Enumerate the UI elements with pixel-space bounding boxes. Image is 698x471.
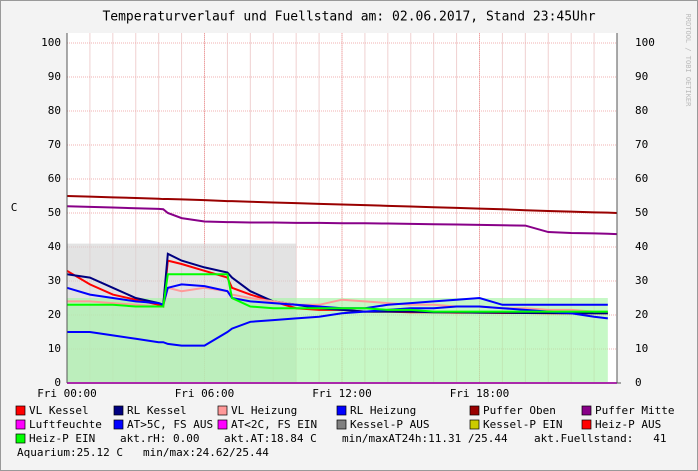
legend-label: Heiz-P AUS: [595, 418, 661, 431]
y-tick-label-right: 20: [635, 308, 648, 321]
y-tick-label: 90: [48, 70, 61, 83]
y-tick-label-right: 80: [635, 104, 648, 117]
y-tick-label: 100: [41, 36, 61, 49]
series-line: [67, 305, 608, 347]
legend-label: VL Kessel: [29, 404, 89, 417]
y-tick-label: 30: [48, 274, 61, 287]
legend-swatch: [15, 405, 26, 416]
legend-swatch: [15, 419, 26, 430]
y-tick-label-right: 40: [635, 240, 648, 253]
legend-swatch: [336, 405, 347, 416]
x-tick-label: Fri 00:00: [37, 387, 97, 400]
legend-note: min/maxAT24h:11.31 /25.44: [342, 432, 508, 445]
legend-swatch: [581, 419, 592, 430]
y-tick-label-right: 10: [635, 342, 648, 355]
legend-note: min/max:24.62/25.44: [143, 446, 269, 459]
series-line: [66, 283, 608, 310]
y-tick-label: 10: [48, 342, 61, 355]
y-tick-label: 70: [48, 138, 61, 151]
y-tick-label: 0: [54, 376, 61, 389]
y-tick-label-right: 90: [635, 70, 648, 83]
legend-swatch: [581, 405, 592, 416]
legend-swatch: [469, 419, 480, 430]
legend-note: akt.Fuellstand: 41: [534, 432, 666, 445]
y-tick-label: 20: [48, 308, 61, 321]
legend-swatch: [469, 405, 480, 416]
chart-title: Temperaturverlauf und Fuellstand am: 02.…: [102, 10, 595, 25]
legend-swatch: [336, 419, 347, 430]
area: [67, 298, 608, 383]
legend-swatch: [217, 405, 228, 416]
y-axis-label: C: [11, 201, 18, 214]
legend-swatch: [113, 405, 124, 416]
legend-swatch: [113, 419, 124, 430]
legend-label: Kessel-P EIN: [483, 418, 562, 431]
y-tick-label: 50: [48, 206, 61, 219]
legend-label: AT<2C, FS EIN: [231, 418, 317, 431]
legend-note: Aquarium:25.12 C: [17, 446, 123, 459]
legend-label: Puffer Mitte: [595, 404, 674, 417]
y-tick-label-right: 0: [635, 376, 642, 389]
series-line: [66, 205, 618, 236]
watermark: RRDTOOL / TOBI OETIKER: [684, 14, 692, 108]
legend-swatch: [15, 433, 26, 444]
x-tick-label: Fri 18:00: [450, 387, 510, 400]
y-tick-label-right: 30: [635, 274, 648, 287]
legend-note: akt.rH: 0.00: [120, 432, 199, 445]
legend-label: Puffer Oben: [483, 404, 556, 417]
series-line: [66, 195, 618, 214]
y-tick-label-right: 60: [635, 172, 648, 185]
legend-label: VL Heizung: [231, 404, 297, 417]
legend-swatch: [217, 419, 228, 430]
legend-note: akt.AT:18.84 C: [224, 432, 317, 445]
y-tick-label-right: 100: [635, 36, 655, 49]
legend-label: RL Kessel: [127, 404, 187, 417]
y-tick-label: 60: [48, 172, 61, 185]
legend-label: Luftfeuchte: [29, 418, 102, 431]
legend-label: AT>5C, FS AUS: [127, 418, 213, 431]
legend-label: RL Heizung: [350, 404, 416, 417]
x-tick-label: Fri 06:00: [175, 387, 235, 400]
legend-label: Kessel-P AUS: [350, 418, 429, 431]
series-line: [67, 273, 608, 313]
x-tick-label: Fri 12:00: [312, 387, 372, 400]
y-tick-label-right: 70: [635, 138, 648, 151]
y-tick-label-right: 50: [635, 206, 648, 219]
y-tick-label: 80: [48, 104, 61, 117]
y-tick-label: 40: [48, 240, 61, 253]
legend-label: Heiz-P EIN: [29, 432, 95, 445]
